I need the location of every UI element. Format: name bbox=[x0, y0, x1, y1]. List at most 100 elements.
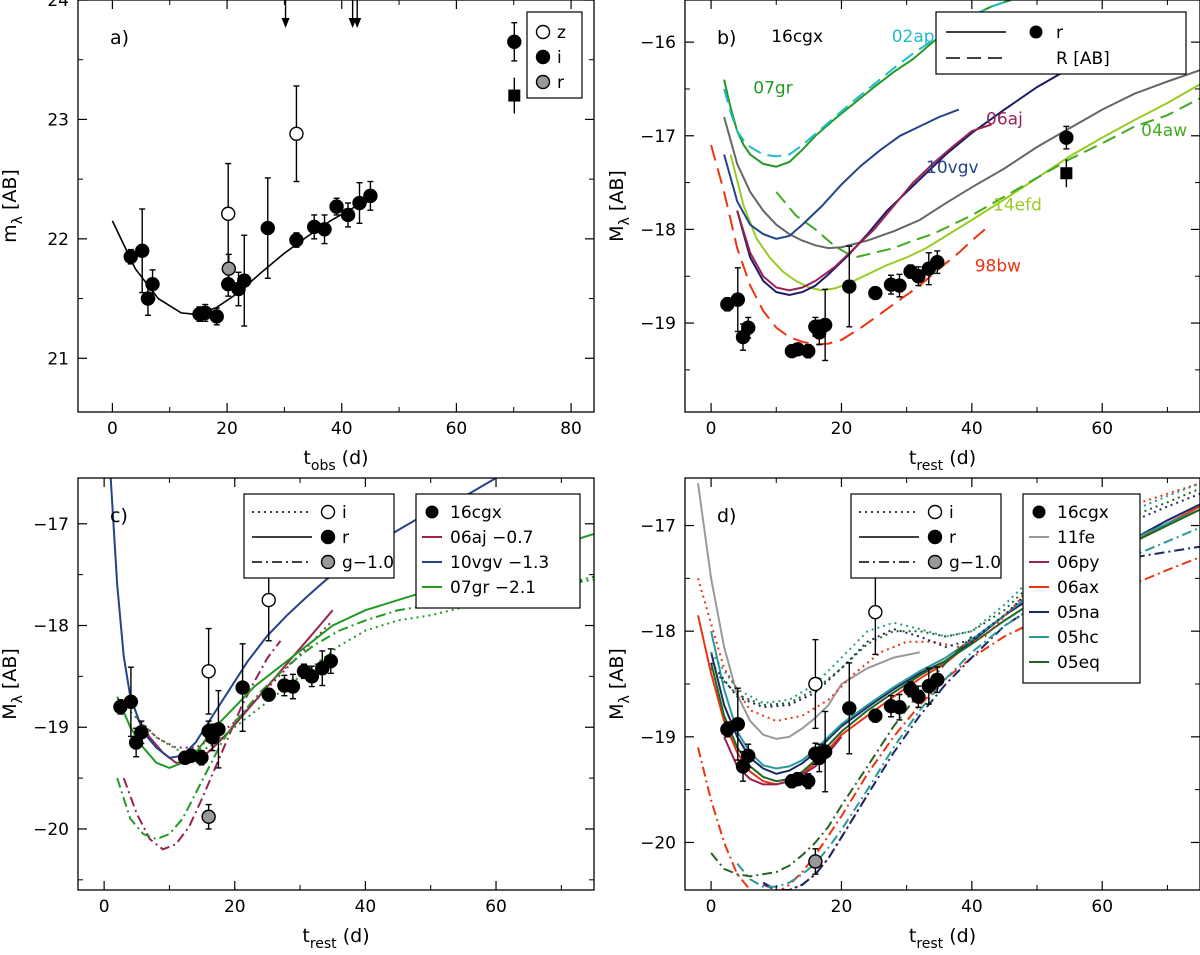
data-point-i bbox=[507, 34, 522, 49]
data-point-r bbox=[817, 317, 833, 333]
y-axis-subscript: λ bbox=[617, 695, 633, 703]
x-tick-label: 0 bbox=[706, 897, 717, 917]
legend-box bbox=[526, 11, 583, 99]
series-label-04aw: 04aw bbox=[1141, 121, 1187, 141]
x-tick-label: 0 bbox=[99, 897, 110, 917]
panel-label: b) bbox=[717, 27, 736, 49]
data-point-i bbox=[868, 604, 883, 620]
x-axis-title: trest (d) bbox=[302, 925, 369, 952]
axes-frame bbox=[684, 0, 1200, 413]
x-tick-label: 20 bbox=[831, 897, 853, 917]
y-axis-subscript: λ bbox=[10, 216, 26, 224]
series-label-14efd: 14efd bbox=[993, 196, 1042, 216]
series-07gr-g-line bbox=[116, 578, 594, 841]
data-point-r bbox=[817, 744, 833, 759]
series-label-06aj: 06aj bbox=[986, 110, 1023, 130]
data-point-g bbox=[808, 854, 823, 869]
y-tick-label: −18 bbox=[640, 622, 676, 642]
y-tick-label: 22 bbox=[47, 230, 69, 250]
object-annotation: 16cgx bbox=[771, 27, 823, 47]
data-point-r bbox=[730, 716, 746, 732]
series-04aw-line bbox=[775, 97, 1200, 259]
data-point-r bbox=[801, 343, 816, 359]
x-tick-label: 40 bbox=[331, 419, 353, 439]
x-axis-subscript: rest bbox=[916, 458, 943, 474]
legend-style-box bbox=[243, 493, 395, 579]
y-tick-label: −17 bbox=[640, 517, 676, 537]
series-06aj-g-line bbox=[122, 640, 282, 851]
x-axis-symbol: t bbox=[303, 447, 310, 469]
x-axis-unit: (d) bbox=[943, 925, 976, 947]
series-06aj-line bbox=[736, 123, 992, 292]
y-axis-symbol: M bbox=[606, 703, 628, 719]
x-axis-symbol: t bbox=[302, 925, 309, 947]
data-point-i bbox=[363, 188, 378, 204]
series-label-07gr: 07gr bbox=[753, 79, 792, 99]
y-axis-unit: [AB] bbox=[606, 170, 628, 217]
x-tick-label: 80 bbox=[560, 419, 582, 439]
data-point-r bbox=[911, 689, 926, 704]
data-point-r bbox=[194, 750, 209, 765]
x-tick-label: 0 bbox=[706, 419, 717, 439]
data-point-r bbox=[930, 254, 945, 270]
data-point-r bbox=[911, 269, 926, 284]
data-point-r bbox=[741, 748, 756, 764]
series-09bb-line bbox=[736, 41, 1129, 297]
data-point-r bbox=[892, 278, 907, 293]
legend-object-label-1: 11fe bbox=[1057, 528, 1095, 548]
data-point-z bbox=[221, 206, 236, 221]
data-point-r bbox=[304, 669, 320, 684]
data-point-i bbox=[261, 592, 276, 608]
x-tick-label: 40 bbox=[961, 419, 983, 439]
data-point-r bbox=[285, 679, 301, 694]
legend-style-marker-2 bbox=[927, 554, 943, 570]
data-point-r bbox=[261, 687, 276, 702]
legend-marker-i bbox=[535, 49, 551, 65]
data-point-r bbox=[221, 261, 236, 276]
y-tick-label: −20 bbox=[33, 820, 69, 840]
legend-style-label-2: g−1.0 bbox=[342, 553, 394, 573]
data-point-i bbox=[289, 232, 304, 248]
data-point-r bbox=[842, 701, 857, 716]
x-tick-label: 60 bbox=[1091, 419, 1113, 439]
legend-object-marker bbox=[425, 505, 439, 519]
data-point-r bbox=[842, 279, 857, 294]
x-axis-unit: (d) bbox=[336, 447, 369, 469]
panel-c: 0 20 40 60 −17 −18 −19 −20 trest (d) Mλ [AB] c) irg… bbox=[0, 477, 595, 952]
series-07gr-i-line bbox=[129, 575, 594, 754]
data-point-i bbox=[135, 243, 150, 258]
legend-label-i: i bbox=[557, 48, 562, 68]
y-axis-title: mλ [AB] bbox=[0, 169, 26, 243]
data-point-square bbox=[1060, 167, 1073, 180]
plot-area bbox=[710, 0, 1200, 362]
series-11fe-r-line bbox=[697, 483, 920, 740]
legend-style-label-2: g−1.0 bbox=[949, 553, 1001, 573]
legend-style-marker-1 bbox=[320, 529, 336, 545]
series-10vgv-line bbox=[723, 108, 960, 240]
data-point-r bbox=[235, 680, 250, 695]
y-axis-symbol: M bbox=[0, 703, 21, 719]
y-tick-label: −17 bbox=[640, 127, 676, 147]
data-point-r bbox=[211, 722, 226, 737]
data-point-r bbox=[323, 653, 338, 669]
panel-d: 0 20 40 60 −17 −18 −19 −20 trest (d) Mλ [AB] d) irg… bbox=[606, 477, 1200, 952]
data-point-r bbox=[1059, 130, 1074, 145]
x-tick-label: 60 bbox=[1091, 897, 1113, 917]
legend-marker-z bbox=[535, 24, 551, 40]
data-point-r bbox=[930, 672, 945, 687]
data-point-i bbox=[808, 676, 823, 692]
data-point-i bbox=[209, 309, 224, 324]
y-tick-label: −18 bbox=[33, 617, 69, 637]
legend-style-label-0: i bbox=[342, 503, 347, 523]
legend-marker-r bbox=[535, 74, 551, 90]
series-05eq-g-line bbox=[710, 635, 973, 878]
series-label-10vgv: 10vgv bbox=[926, 158, 979, 178]
axes-frame bbox=[77, 477, 595, 891]
legend-object-label-5: 05hc bbox=[1057, 628, 1099, 648]
limit-arrow-head bbox=[281, 18, 290, 28]
y-axis-subscript: λ bbox=[10, 695, 26, 703]
legend-object-box bbox=[415, 493, 581, 609]
data-point-r bbox=[134, 725, 149, 740]
data-point-i bbox=[352, 195, 367, 211]
y-tick-label: −19 bbox=[640, 728, 676, 748]
